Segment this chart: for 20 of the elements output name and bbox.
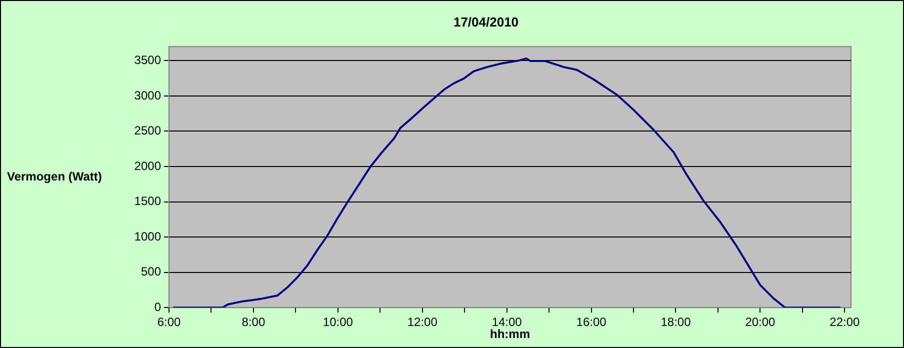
y-tick-label: 500 [140, 264, 162, 279]
y-tick-label: 3000 [134, 88, 162, 102]
chart-title: 17/04/2010 [453, 14, 519, 30]
x-tick-label: 10:00 [322, 315, 354, 330]
x-axis-title: hh:mm [490, 326, 530, 341]
x-tick-label: 18:00 [660, 315, 692, 330]
x-tick-label: 14:00 [492, 315, 522, 330]
y-tick-label: 1500 [134, 194, 162, 208]
y-tick-label: 0 [154, 300, 162, 314]
x-tick-label: 12:00 [407, 315, 438, 330]
y-tick-label: 1000 [134, 229, 162, 244]
x-tick-label: 6:00 [157, 315, 181, 330]
x-tick-label: 20:00 [745, 315, 776, 330]
y-tick-label: 2500 [134, 124, 162, 138]
y-tick-label: 2000 [134, 158, 162, 173]
x-tick-label: 22:00 [830, 315, 860, 330]
y-tick-label: 3500 [134, 53, 162, 68]
x-tick-label: 8:00 [242, 315, 266, 330]
x-tick-label: 16:00 [576, 315, 607, 330]
y-axis-title: Vermogen (Watt) [7, 169, 102, 184]
